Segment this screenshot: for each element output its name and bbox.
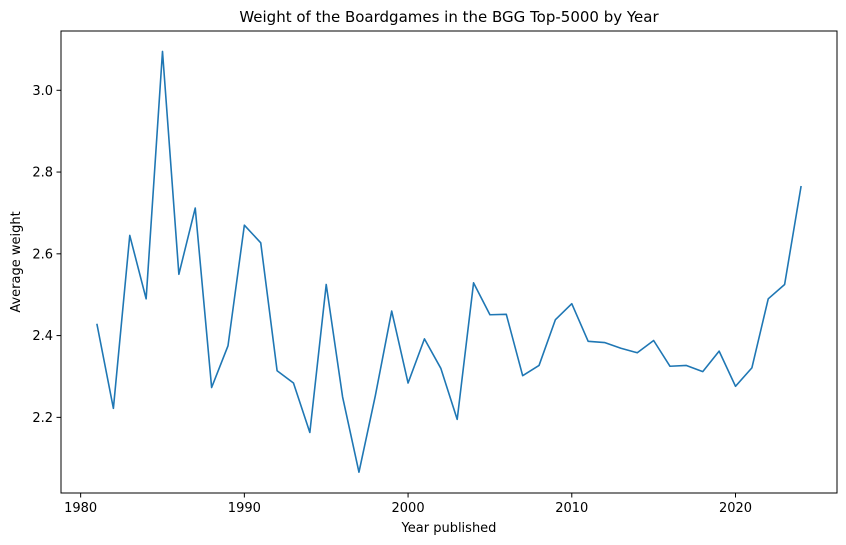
x-axis-title: Year published	[401, 521, 497, 536]
y-tick-label: 2.2	[32, 411, 53, 426]
y-tick-label: 2.8	[32, 166, 53, 181]
x-tick-label: 2010	[555, 501, 588, 516]
chart-title: Weight of the Boardgames in the BGG Top-…	[239, 8, 659, 26]
series-line-1	[96, 50, 802, 473]
y-tick-label: 3.0	[32, 84, 53, 99]
y-tick-label: 2.4	[32, 329, 53, 344]
plot-area: 1980 1990 2000 2010 2020 2.2 2.4 2.6 2.8 3.0	[32, 30, 838, 516]
plot-frame	[60, 30, 838, 494]
x-tick-label: 1990	[228, 501, 261, 516]
y-tick-label: 2.6	[32, 247, 53, 262]
y-axis-title: Average weight	[9, 211, 24, 312]
x-tick-label: 2000	[392, 501, 425, 516]
x-tick-label: 2020	[719, 501, 752, 516]
x-tick-label: 1980	[64, 501, 97, 516]
